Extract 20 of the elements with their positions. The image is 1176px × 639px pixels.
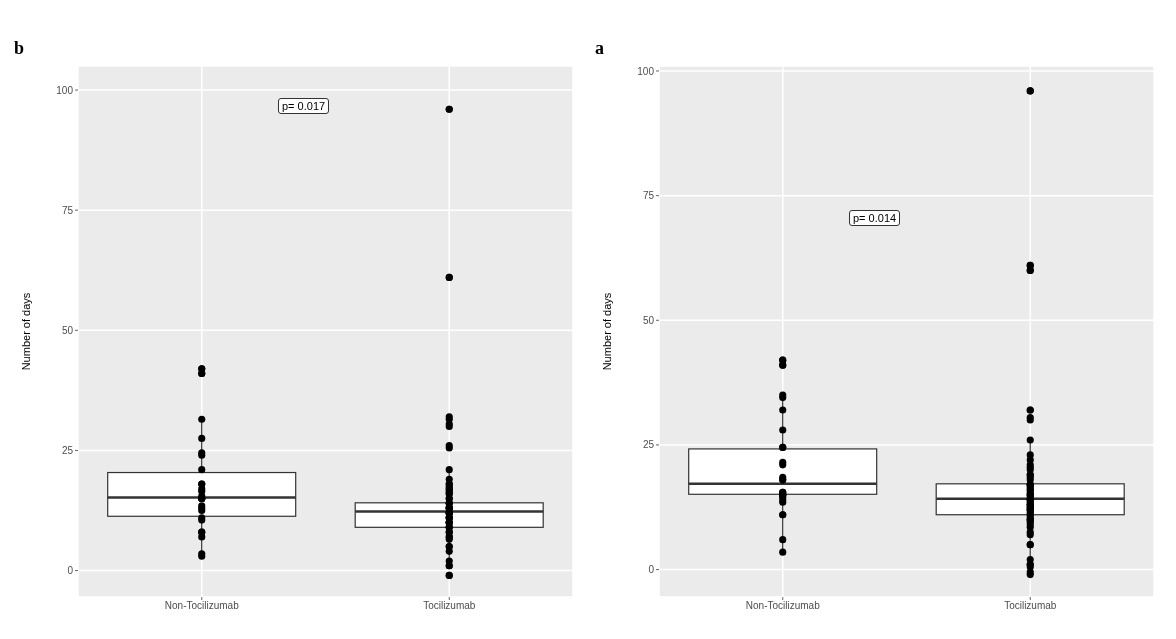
y-tick-label: 50 xyxy=(642,314,655,326)
y-tick-label: 25 xyxy=(642,439,655,451)
y-tick-label: 0 xyxy=(648,564,655,576)
chart-title: a xyxy=(594,38,605,60)
y-tick-label: 100 xyxy=(637,65,655,77)
x-tick-label: Non-Tocilizumab xyxy=(745,600,821,612)
y-tick-label: 25 xyxy=(61,444,74,456)
chart-title: b xyxy=(13,38,25,60)
y-tick-label: 50 xyxy=(61,324,74,336)
annotation: p= 0.014 xyxy=(849,210,901,226)
x-tick-label: Tocilizumab xyxy=(423,600,476,612)
y-tick-label: 75 xyxy=(642,190,655,202)
x-tick-label: Tocilizumab xyxy=(1004,600,1057,612)
y-axis-title: Number of days xyxy=(600,292,613,371)
y-axis-title: Number of days xyxy=(19,292,32,371)
x-tick-label: Non-Tocilizumab xyxy=(164,600,240,612)
y-tick-label: 0 xyxy=(67,565,74,577)
y-tick-label: 75 xyxy=(61,204,74,216)
annotation: p= 0.017 xyxy=(278,98,330,114)
y-tick-label: 100 xyxy=(56,84,74,96)
